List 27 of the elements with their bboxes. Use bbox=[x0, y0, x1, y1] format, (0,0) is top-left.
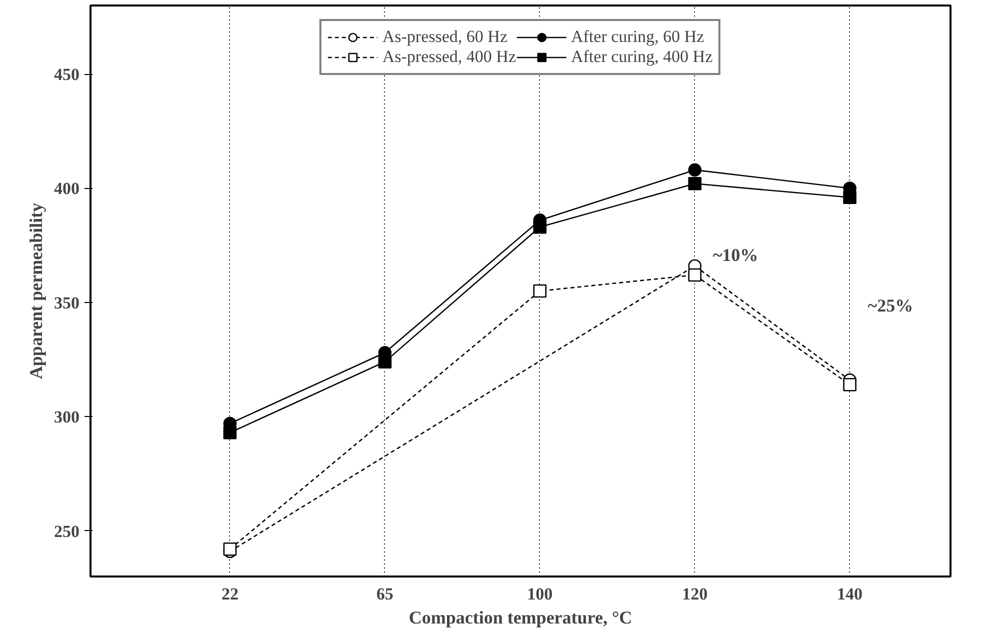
point bbox=[688, 268, 702, 282]
annotation: ~10% bbox=[712, 245, 758, 266]
legend-label: After curing, 400 Hz bbox=[570, 47, 713, 67]
point bbox=[688, 177, 702, 190]
point bbox=[533, 220, 547, 234]
point bbox=[843, 190, 856, 204]
x-tick-label: 140 bbox=[837, 584, 863, 604]
legend-label: As-pressed, 400 Hz bbox=[382, 47, 516, 67]
y-tick-label: 300 bbox=[54, 408, 80, 427]
legend-label: As-pressed, 60 Hz bbox=[382, 27, 508, 47]
y-axis-title: Apparent permeability bbox=[26, 202, 46, 380]
point bbox=[688, 163, 702, 177]
point bbox=[533, 284, 547, 298]
point bbox=[223, 426, 237, 440]
point bbox=[843, 378, 856, 392]
x-tick-label: 120 bbox=[682, 584, 708, 604]
x-tick-label: 22 bbox=[221, 584, 238, 604]
y-tick-label: 400 bbox=[54, 179, 80, 198]
y-tick-label: 350 bbox=[54, 293, 80, 312]
x-axis-title: Compaction temperature, °C bbox=[408, 608, 632, 628]
legend-label: After curing, 60 Hz bbox=[570, 27, 704, 47]
y-tick-label: 250 bbox=[54, 522, 80, 541]
point bbox=[378, 355, 392, 368]
x-tick-label: 100 bbox=[527, 584, 553, 604]
annotation: ~25% bbox=[868, 296, 914, 316]
y-tick-label: 450 bbox=[54, 65, 80, 84]
x-tick-label: 65 bbox=[376, 584, 394, 604]
